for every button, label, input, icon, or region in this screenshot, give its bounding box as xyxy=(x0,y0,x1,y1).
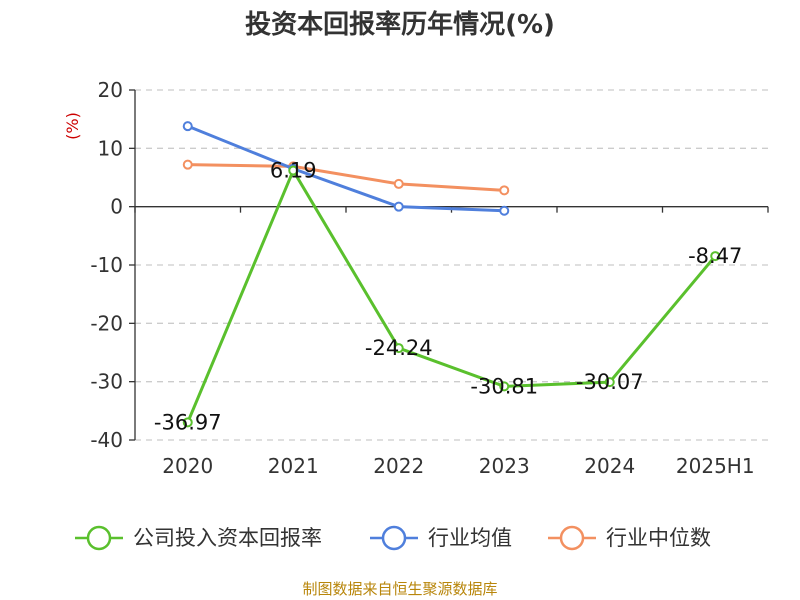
legend: 公司投入资本回报率 行业均值 行业中位数 xyxy=(75,525,711,551)
y-tick-label: 20 xyxy=(98,78,123,102)
legend-marker-icon xyxy=(381,525,407,551)
series-point xyxy=(710,251,721,262)
x-tick-label: 2021 xyxy=(268,454,319,478)
series-point xyxy=(393,178,404,189)
x-tick-label: 2020 xyxy=(162,454,213,478)
x-tick-label: 2023 xyxy=(479,454,530,478)
x-tick-label: 2022 xyxy=(373,454,424,478)
series-point xyxy=(182,159,193,170)
y-tick-label: -10 xyxy=(90,253,123,277)
y-tick-label: -40 xyxy=(90,428,123,452)
legend-marker-icon xyxy=(86,525,112,551)
data-label: 6.19 xyxy=(270,159,317,183)
data-label: -30.81 xyxy=(470,374,538,398)
axes: 20 10 0 -10 -20 -30 -40 2020 2021 2022 2023 2024 202… xyxy=(90,78,769,478)
series-point xyxy=(393,343,404,354)
chart-title: 投资本回报率历年情况(%) xyxy=(245,9,555,40)
x-tick-label: 2025H1 xyxy=(676,454,755,478)
legend-label: 行业中位数 xyxy=(606,526,711,550)
legend-marker-icon xyxy=(559,525,585,551)
legend-label: 行业均值 xyxy=(428,526,512,550)
series-point xyxy=(499,185,510,196)
series-line xyxy=(187,163,505,192)
legend-label: 公司投入资本回报率 xyxy=(133,526,322,550)
y-tick-label: 0 xyxy=(110,195,123,219)
y-tick-label: -20 xyxy=(90,311,123,335)
x-tick-label: 2024 xyxy=(584,454,635,478)
data-label: -8.47 xyxy=(688,244,742,268)
data-labels: -36.97 6.19 -24.24 -30.81 -30.07 -8.47 xyxy=(154,159,743,435)
legend-item[interactable]: 行业中位数 xyxy=(548,525,711,551)
series-group xyxy=(182,121,721,428)
legend-item[interactable]: 行业均值 xyxy=(370,525,512,551)
series-line xyxy=(186,169,717,423)
series-point xyxy=(499,205,510,216)
series-line xyxy=(187,124,505,213)
y-tick-label: 10 xyxy=(98,136,123,160)
y-axis-unit: (%) xyxy=(63,112,82,140)
series-point xyxy=(288,165,299,176)
y-tick-label: -30 xyxy=(90,370,123,394)
series-point xyxy=(499,381,510,392)
source-note: 制图数据来自恒生聚源数据库 xyxy=(302,580,497,598)
data-label: -24.24 xyxy=(365,336,433,360)
data-label: -30.07 xyxy=(576,370,644,394)
series-point xyxy=(182,121,193,132)
series-point xyxy=(182,417,193,428)
data-label: -36.97 xyxy=(154,410,222,434)
series-point xyxy=(604,377,615,388)
series-point xyxy=(393,201,404,212)
legend-item[interactable]: 公司投入资本回报率 xyxy=(75,525,322,551)
